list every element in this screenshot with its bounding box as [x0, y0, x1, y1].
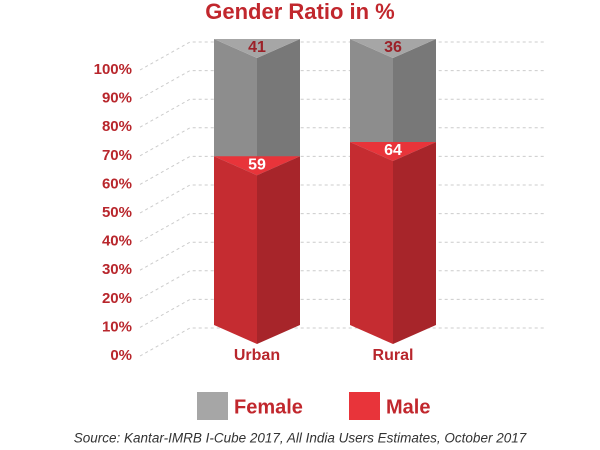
- bar-right-face: [257, 39, 300, 176]
- bar-right-face: [393, 39, 436, 161]
- grid-line: [139, 127, 545, 157]
- legend-swatch: [197, 392, 228, 420]
- y-tick-label: 50%: [102, 204, 132, 221]
- bar-left-face: [214, 156, 257, 344]
- y-tick-label: 100%: [94, 61, 132, 78]
- value-label: 36: [384, 39, 402, 56]
- bar-right-face: [393, 141, 436, 344]
- y-tick-label: 90%: [102, 90, 132, 107]
- grid-line: [139, 41, 545, 71]
- grid-line: [139, 327, 545, 357]
- grid-line: [139, 298, 545, 328]
- bar-left-face: [214, 39, 257, 176]
- y-tick-label: 0%: [110, 347, 132, 364]
- value-label: 64: [384, 142, 402, 159]
- value-label: 59: [248, 156, 266, 173]
- y-tick-label: 10%: [102, 318, 132, 335]
- value-label: 41: [248, 39, 266, 56]
- bar-right-face: [257, 156, 300, 344]
- y-tick-label: 80%: [102, 118, 132, 135]
- source-note: Source: Kantar-IMRB I-Cube 2017, All Ind…: [74, 431, 527, 446]
- bar-top-face: [350, 141, 436, 161]
- legend-label: Male: [386, 396, 430, 418]
- x-tick-label: Rural: [373, 347, 414, 364]
- bar-top-face: [214, 39, 300, 58]
- y-tick-label: 70%: [102, 147, 132, 164]
- bar-left-face: [350, 141, 393, 344]
- grid-line: [139, 213, 545, 243]
- y-tick-label: 60%: [102, 175, 132, 192]
- y-tick-label: 30%: [102, 261, 132, 278]
- bar-left-face: [350, 39, 393, 161]
- legend-swatch: [349, 392, 380, 420]
- grid-line: [139, 70, 545, 100]
- y-tick-label: 40%: [102, 233, 132, 250]
- grid-line: [139, 241, 545, 271]
- bar-top-face: [214, 156, 300, 176]
- chart-title: Gender Ratio in %: [205, 0, 394, 24]
- grid-line: [139, 184, 545, 214]
- x-tick-label: Urban: [234, 347, 280, 364]
- grid-line: [139, 155, 545, 185]
- legend-label: Female: [234, 396, 303, 418]
- y-tick-label: 20%: [102, 290, 132, 307]
- grid-line: [139, 98, 545, 128]
- grid-line: [139, 270, 545, 300]
- bar-top-face: [350, 39, 436, 58]
